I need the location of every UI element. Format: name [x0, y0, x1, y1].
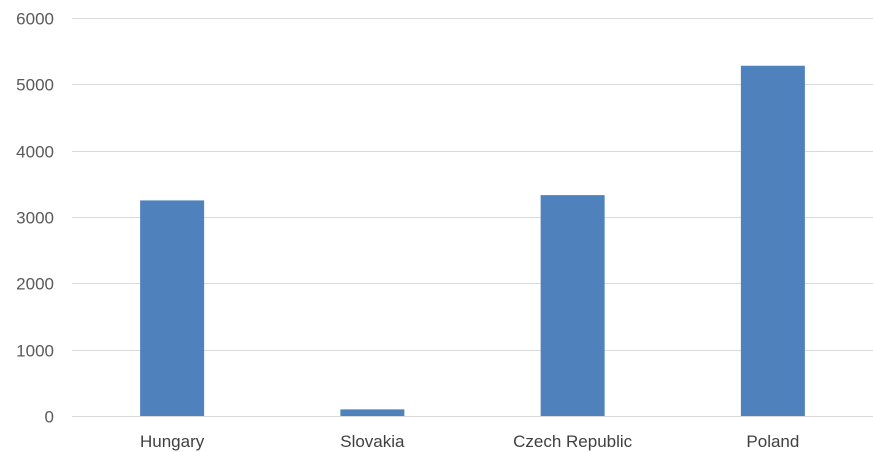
y-tick-label: 1000 [16, 342, 54, 361]
y-tick-label: 5000 [16, 76, 54, 95]
y-tick-label: 6000 [16, 10, 54, 29]
y-tick-label: 3000 [16, 209, 54, 228]
bar-hungary [140, 200, 205, 416]
x-category-label: Poland [746, 432, 799, 451]
x-category-label: Hungary [140, 432, 205, 451]
x-category-label: Slovakia [340, 432, 405, 451]
bar-slovakia [340, 409, 405, 416]
y-tick-label: 2000 [16, 275, 54, 294]
gridlines [72, 18, 873, 417]
x-category-label: Czech Republic [513, 432, 633, 451]
y-axis-tick-labels: 0 1000 2000 3000 4000 5000 6000 [16, 10, 54, 427]
bar-czech-republic [540, 195, 605, 416]
y-tick-label: 4000 [16, 143, 54, 162]
x-axis-category-labels: Hungary Slovakia Czech Republic Poland [140, 432, 799, 451]
bar-poland [740, 65, 805, 416]
bars [140, 65, 805, 416]
y-tick-label: 0 [45, 408, 54, 427]
